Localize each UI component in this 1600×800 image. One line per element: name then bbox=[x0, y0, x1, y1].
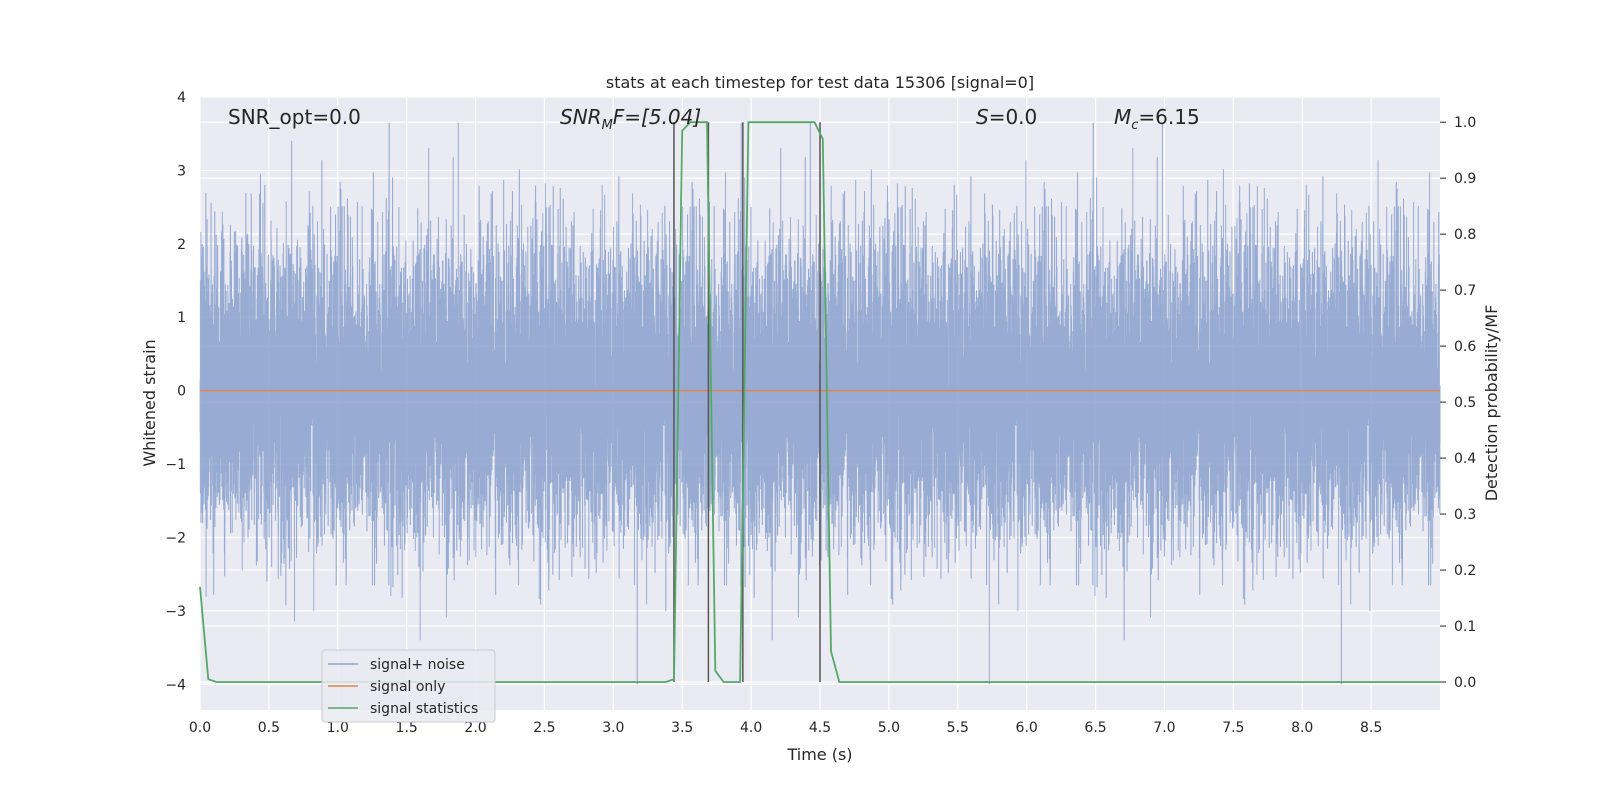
x-tick-label: 2.5 bbox=[533, 720, 555, 736]
x-tick-label: 4.0 bbox=[740, 720, 762, 736]
y-tick-label-right: 0.3 bbox=[1454, 507, 1476, 523]
y-tick-label-left: 4 bbox=[177, 90, 186, 106]
y-tick-label-left: 0 bbox=[177, 384, 186, 400]
x-tick-label: 3.0 bbox=[602, 720, 624, 736]
legend: signal+ noise signal only signal statist… bbox=[321, 649, 496, 723]
y-tick-label-left: −4 bbox=[165, 677, 186, 693]
annotation-s-rest: =0.0 bbox=[989, 105, 1038, 129]
x-tick-label: 5.0 bbox=[878, 720, 900, 736]
y-axis-label-left: Whitened strain bbox=[140, 339, 159, 466]
legend-box bbox=[321, 649, 496, 723]
x-tick-label: 2.0 bbox=[464, 720, 486, 736]
y-tick-label-right: 0.9 bbox=[1454, 171, 1476, 187]
x-tick-label: 7.5 bbox=[1222, 720, 1244, 736]
y-tick-label-right: 0.0 bbox=[1454, 675, 1476, 691]
y-tick-label-left: 1 bbox=[177, 310, 186, 326]
y-tick-label-left: −1 bbox=[165, 457, 186, 473]
series-signal-noise-line bbox=[199, 122, 1441, 685]
x-tick-label: 3.5 bbox=[671, 720, 693, 736]
x-axis-label: Time (s) bbox=[786, 745, 852, 764]
x-tick-label: 0.5 bbox=[258, 720, 280, 736]
legend-label-signal-statistics: signal statistics bbox=[370, 701, 478, 717]
annotation-mc: Mc=6.15 bbox=[1114, 105, 1200, 133]
annotation-mc-rest: =6.15 bbox=[1138, 105, 1199, 129]
y-tick-label-left: 2 bbox=[177, 237, 186, 253]
x-tick-label: 1.5 bbox=[396, 720, 418, 736]
annotation-mc-sub: c bbox=[1131, 118, 1138, 133]
y-tick-label-right: 0.2 bbox=[1454, 563, 1476, 579]
annotation-mc-main: M bbox=[1114, 105, 1131, 129]
y-tick-label-right: 0.8 bbox=[1454, 227, 1476, 243]
y-tick-label-left: −3 bbox=[165, 604, 186, 620]
annotation-snr-mf: SNRMF=[5.04] bbox=[560, 105, 701, 133]
y-tick-label-right: 0.5 bbox=[1454, 395, 1476, 411]
x-tick-label: 8.0 bbox=[1291, 720, 1313, 736]
x-tick-label: 8.5 bbox=[1360, 720, 1382, 736]
y-tick-label-left: −2 bbox=[165, 530, 186, 546]
tick-layer: 0.0 0.5 1.0 1.5 2.0 2.5 3.0 3.5 4.0 4.5 5.0 5.5 6.0 6… bbox=[165, 90, 1476, 736]
series-signal-statistics-line bbox=[199, 121, 1440, 683]
noise-layer bbox=[199, 122, 1441, 685]
y-tick-label-right: 0.6 bbox=[1454, 339, 1476, 355]
annotation-snr-opt: SNR_opt=0.0 bbox=[228, 105, 361, 129]
annotation-snr-mf-rest: F=[5.04] bbox=[613, 105, 701, 129]
y-tick-label-right: 1.0 bbox=[1454, 115, 1476, 131]
legend-label-signal-noise: signal+ noise bbox=[370, 657, 465, 673]
y-tick-label-right: 0.1 bbox=[1454, 619, 1476, 635]
y-tick-label-right: 0.4 bbox=[1454, 451, 1476, 467]
legend-label-signal-only: signal only bbox=[370, 679, 445, 695]
annotation-snr-mf-sub: M bbox=[602, 118, 613, 133]
x-tick-label: 7.0 bbox=[1153, 720, 1175, 736]
x-tick-label: 4.5 bbox=[809, 720, 831, 736]
annotation-s-main: S bbox=[976, 105, 989, 129]
y-tick-label-left: 3 bbox=[177, 163, 186, 179]
x-tick-label: 6.0 bbox=[1016, 720, 1038, 736]
annotation-snr-mf-main: SNR bbox=[560, 105, 602, 129]
x-tick-label: 1.0 bbox=[327, 720, 349, 736]
series-layer bbox=[199, 121, 1440, 683]
annotation-s: S=0.0 bbox=[976, 105, 1037, 129]
chart-title: stats at each timestep for test data 153… bbox=[606, 73, 1034, 92]
x-tick-label: 5.5 bbox=[947, 720, 969, 736]
y-axis-label-right: Detection probability/MF bbox=[1482, 305, 1501, 502]
y-tick-label-right: 0.7 bbox=[1454, 283, 1476, 299]
x-tick-label: 6.5 bbox=[1084, 720, 1106, 736]
x-tick-label: 0.0 bbox=[189, 720, 211, 736]
